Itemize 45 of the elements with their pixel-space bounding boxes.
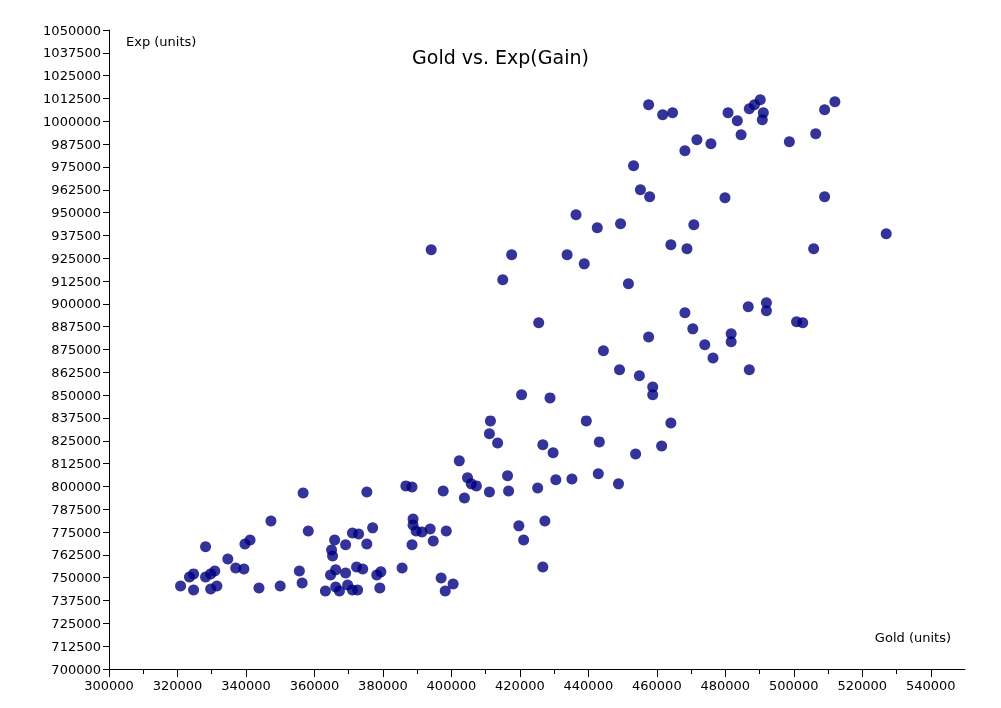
y-tick-label: 812500 xyxy=(51,456,101,472)
x-tick-label: 340000 xyxy=(221,678,271,693)
y-tick-label: 800000 xyxy=(51,478,101,494)
x-tick-label: 520000 xyxy=(837,678,888,693)
y-tick-label: 925000 xyxy=(51,250,101,266)
y-tick-label: 837500 xyxy=(51,410,101,426)
y-tick-label: 987500 xyxy=(51,136,101,152)
x-tick-label: 420000 xyxy=(495,678,545,693)
y-tick-label: 1025000 xyxy=(43,68,101,84)
y-tick-label: 725000 xyxy=(51,615,101,631)
x-tick-label: 500000 xyxy=(768,678,819,693)
x-tick-label: 480000 xyxy=(700,678,751,693)
y-tick-label: 1050000 xyxy=(43,22,101,38)
y-tick-label: 975000 xyxy=(51,159,101,175)
y-tick-label: 937500 xyxy=(51,227,101,243)
y-tick-label: 912500 xyxy=(51,273,101,289)
y-tick-label: 1012500 xyxy=(43,90,101,106)
x-axis-title: Gold (units) xyxy=(874,630,952,645)
y-tick-label: 1037500 xyxy=(43,45,101,61)
x-tick-label: 460000 xyxy=(632,678,682,693)
y-tick-label: 950000 xyxy=(51,205,101,221)
x-tick-label: 320000 xyxy=(152,678,203,693)
y-tick-label: 712500 xyxy=(51,638,101,654)
x-tick-label: 300000 xyxy=(84,678,134,693)
y-tick-label: 887500 xyxy=(51,319,101,335)
y-tick-label: 900000 xyxy=(51,296,101,312)
y-tick-label: 862500 xyxy=(51,364,101,380)
text: Gold vs. Exp(Gain) xyxy=(412,45,589,68)
y-tick-label: 875000 xyxy=(51,342,101,357)
x-tick-label: 440000 xyxy=(563,678,614,693)
y-tick-label: 1000000 xyxy=(43,113,101,129)
x-tick-label: 380000 xyxy=(358,678,408,693)
y-tick-label: 737500 xyxy=(51,593,101,609)
y-tick-label: 700000 xyxy=(51,661,101,677)
x-tick-label: 400000 xyxy=(426,678,477,693)
y-tick-label: 762500 xyxy=(51,547,101,563)
y-tick-label: 825000 xyxy=(51,433,101,449)
y-tick-label: 775000 xyxy=(51,524,101,540)
y-tick-label: 962500 xyxy=(51,182,101,198)
y-tick-label: 750000 xyxy=(51,570,101,586)
y-tick-label: 787500 xyxy=(51,501,101,517)
x-tick-label: 540000 xyxy=(905,678,956,693)
x-tick-label: 360000 xyxy=(289,678,340,693)
y-axis-title: Exp (units) xyxy=(126,34,197,49)
y-tick-label: 850000 xyxy=(51,387,101,403)
